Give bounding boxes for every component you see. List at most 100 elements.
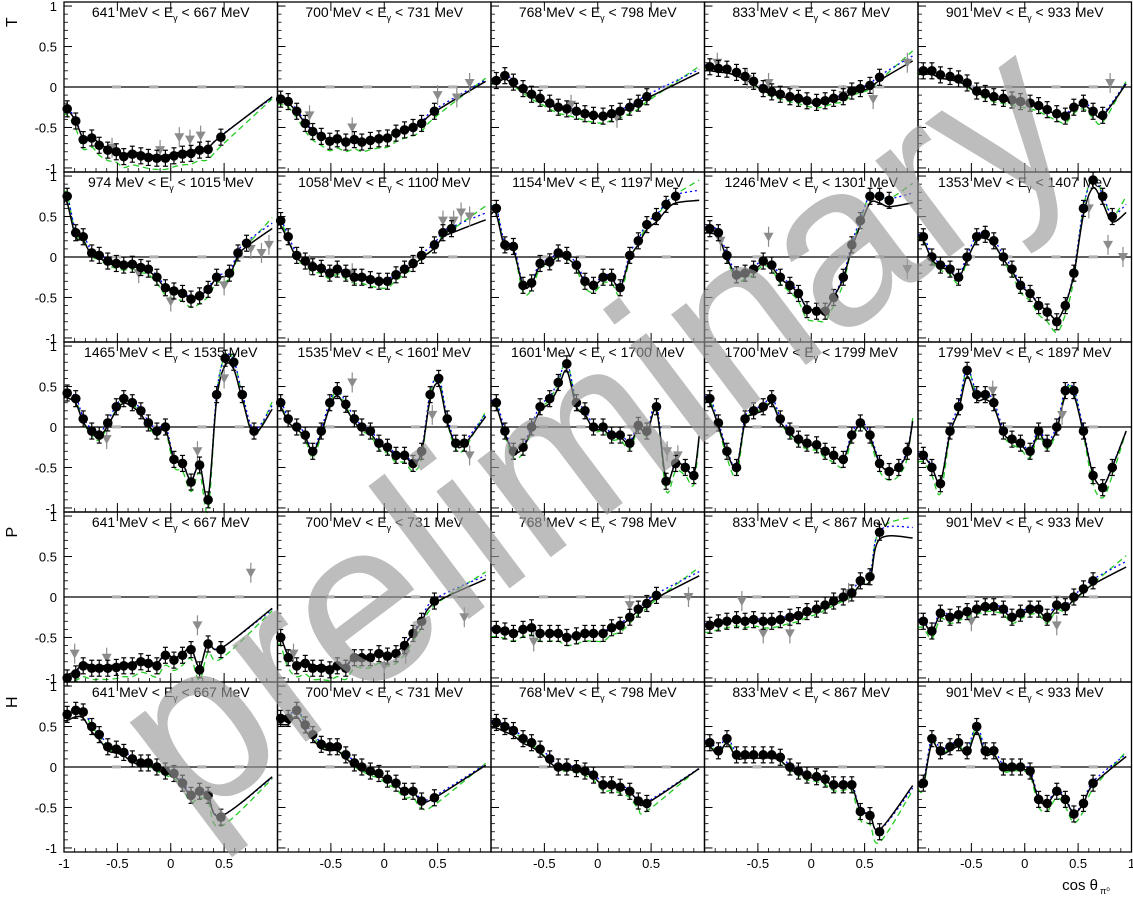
data-point xyxy=(169,768,179,779)
data-point xyxy=(102,145,113,155)
data-point xyxy=(731,462,742,473)
model-curve-blue-dotted xyxy=(63,191,273,299)
panel-title-suffix: < 933 MeV xyxy=(1032,684,1105,700)
x-tick-label: 0.5 xyxy=(1069,856,1087,871)
panel-title: 974 MeV < Eγ < 1015 MeV xyxy=(88,174,254,193)
panel-title-suffix: < 667 MeV xyxy=(178,684,251,700)
data-point xyxy=(216,644,226,655)
data-point xyxy=(588,770,599,780)
panel-title-suffix: < 867 MeV xyxy=(818,4,891,20)
data-point xyxy=(847,240,857,250)
data-point xyxy=(357,762,367,772)
grey-data-point xyxy=(184,135,195,145)
data-point xyxy=(86,133,97,143)
data-point xyxy=(553,248,564,258)
systematic-bar xyxy=(325,85,335,89)
grey-data-point xyxy=(195,131,206,141)
data-point xyxy=(408,258,418,269)
panel-title-suffix: < 1897 MeV xyxy=(1032,344,1112,360)
systematic-bar xyxy=(752,255,762,259)
panel-title-suffix: < 933 MeV xyxy=(1032,4,1105,20)
data-point xyxy=(1088,175,1098,185)
data-point xyxy=(642,798,652,809)
panel-title-prefix: 641 MeV < E xyxy=(92,4,173,20)
data-point xyxy=(136,151,146,161)
data-point xyxy=(526,422,537,432)
data-point xyxy=(1060,601,1071,612)
y-tick-label: 0 xyxy=(50,80,57,95)
panel-title: 1465 MeV < Eγ < 1535 MeV xyxy=(84,344,258,363)
systematic-bar xyxy=(752,425,762,429)
panel-title-prefix: 768 MeV < E xyxy=(519,514,600,530)
data-point xyxy=(1015,438,1026,448)
data-point xyxy=(633,796,644,806)
data-point xyxy=(169,655,179,665)
data-point xyxy=(561,632,572,643)
data-point xyxy=(544,628,555,639)
panel-title: 833 MeV < Eγ < 867 MeV xyxy=(732,514,890,533)
systematic-bar xyxy=(837,765,847,769)
data-point xyxy=(748,406,759,416)
ticks xyxy=(490,342,705,512)
panel-title: 1601 MeV < Eγ < 1700 MeV xyxy=(511,344,685,363)
data-point xyxy=(1051,786,1062,797)
y-tick-label: 0.5 xyxy=(39,720,57,735)
data-point xyxy=(249,426,259,436)
grey-data-point xyxy=(304,111,315,121)
data-point xyxy=(94,729,105,740)
panel-title-subscript: γ xyxy=(814,13,819,23)
data-point xyxy=(980,88,991,99)
ticks xyxy=(704,682,919,852)
systematic-bar xyxy=(539,595,549,599)
systematic-bar xyxy=(410,255,420,259)
data-point xyxy=(624,250,635,261)
data-point xyxy=(194,145,205,155)
panel-title-suffix: < 1700 MeV xyxy=(605,344,685,360)
data-point xyxy=(186,477,196,487)
panel-r0-c2: 768 MeV < Eγ < 798 MeV xyxy=(490,1,706,173)
data-point xyxy=(203,790,213,801)
data-point xyxy=(316,263,327,274)
x-tick-label: -0.5 xyxy=(960,856,982,871)
data-point xyxy=(332,385,343,396)
data-point xyxy=(571,106,582,117)
panel-title: 1353 MeV < Eγ < 1407 MeV xyxy=(938,174,1112,193)
data-point xyxy=(1088,106,1098,117)
data-point xyxy=(980,601,991,612)
data-point xyxy=(508,628,519,639)
data-point xyxy=(820,306,830,317)
data-point xyxy=(775,414,786,424)
data-point xyxy=(382,133,393,143)
data-point xyxy=(785,426,795,436)
grey-data-point xyxy=(437,216,448,226)
data-point xyxy=(70,227,81,238)
y-tick-label: -1 xyxy=(45,501,57,516)
data-point xyxy=(237,389,248,400)
panel-title: 641 MeV < Eγ < 667 MeV xyxy=(92,514,250,533)
systematic-bar xyxy=(837,255,847,259)
grey-data-point xyxy=(459,613,470,623)
panel-title-suffix: < 667 MeV xyxy=(178,4,251,20)
grey-data-point xyxy=(219,281,230,291)
systematic-bar xyxy=(112,765,122,769)
data-point xyxy=(300,720,311,730)
data-point xyxy=(740,414,750,424)
systematic-bar xyxy=(624,425,634,429)
data-point xyxy=(624,612,635,623)
panel-title-subscript: γ xyxy=(387,183,392,193)
data-point xyxy=(1051,316,1062,327)
data-point xyxy=(651,590,662,601)
data-point xyxy=(136,758,146,768)
data-point xyxy=(374,276,384,287)
data-point xyxy=(580,766,590,776)
y-tick-label: -1 xyxy=(45,331,57,346)
systematic-bar xyxy=(661,595,671,599)
data-point xyxy=(1033,604,1044,614)
data-point xyxy=(775,614,786,625)
x-tick-label: 0 xyxy=(1021,856,1028,871)
data-point xyxy=(953,272,964,283)
panel-title-subscript: γ xyxy=(387,13,392,23)
grey-data-point xyxy=(763,78,774,88)
y-tick-label: -1 xyxy=(45,671,57,686)
data-point xyxy=(291,422,302,432)
